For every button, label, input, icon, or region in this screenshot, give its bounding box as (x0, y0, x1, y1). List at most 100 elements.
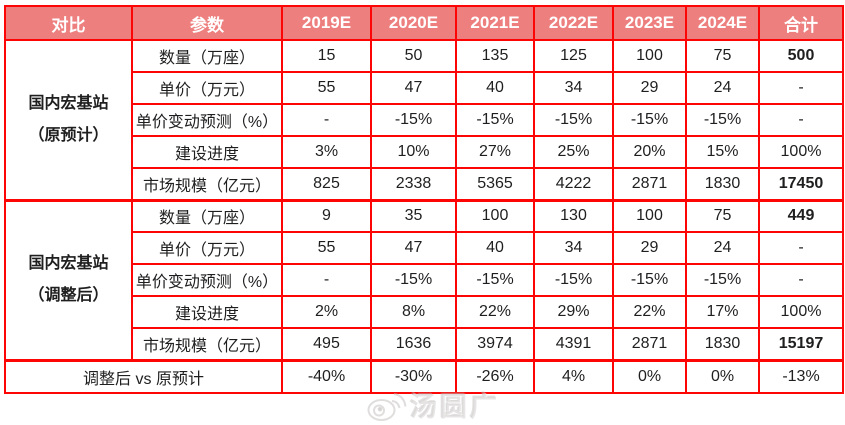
value-cell: 15 (281, 39, 372, 73)
param-cell: 单价变动预测（%） (131, 103, 283, 137)
value-cell: 34 (533, 71, 614, 105)
section-label-line1: 国内宏基站 (28, 255, 109, 272)
header-row: 对比 参数 2019E 2020E 2021E 2022E 2023E 2024… (4, 5, 844, 41)
table-row: 单价变动预测（%） - -15% -15% -15% -15% -15% - (5, 263, 844, 297)
value-cell: 4391 (533, 327, 614, 361)
value-cell: -15% (533, 103, 614, 137)
value-cell: 25% (533, 135, 614, 169)
section-label-line1: 国内宏基站 (28, 94, 109, 112)
value-cell: 24 (685, 231, 760, 265)
value-cell: 35 (370, 198, 457, 233)
section-label-cell: 国内宏基站 （原预计） (4, 39, 133, 201)
total-cell: 449 (758, 198, 844, 233)
value-cell: - (281, 263, 372, 297)
value-cell: 22% (612, 295, 687, 329)
value-cell: 29 (612, 231, 687, 265)
value-cell: 15% (685, 135, 760, 169)
value-cell: 10% (370, 135, 457, 169)
value-cell: -15% (370, 103, 457, 137)
base-station-forecast-table: 对比 参数 2019E 2020E 2021E 2022E 2023E 2024… (4, 5, 844, 394)
header-cell-parameter: 参数 (131, 5, 283, 41)
value-cell: 8% (370, 295, 457, 329)
value-cell: 100 (612, 39, 687, 73)
header-cell-2019e: 2019E (281, 5, 372, 41)
param-cell: 市场规模（亿元） (131, 327, 283, 361)
value-cell: 55 (281, 71, 372, 105)
section-label-cell: 国内宏基站 （调整后） (4, 198, 133, 361)
footer-value-cell: -40% (281, 358, 372, 394)
value-cell: -15% (612, 103, 687, 137)
value-cell: 4222 (533, 167, 614, 201)
header-cell-2024e: 2024E (685, 5, 760, 41)
table-row: 市场规模（亿元） 495 1636 3974 4391 2871 1830 15197 (5, 327, 844, 361)
value-cell: 135 (455, 39, 535, 73)
table-row: 单价变动预测（%） - -15% -15% -15% -15% -15% - (5, 103, 844, 137)
param-cell: 建设进度 (131, 295, 283, 329)
value-cell: -15% (612, 263, 687, 297)
total-cell: - (758, 71, 844, 105)
value-cell: - (281, 103, 372, 137)
param-cell: 市场规模（亿元） (131, 167, 283, 201)
value-cell: 100 (455, 198, 535, 233)
header-cell-2020e: 2020E (370, 5, 457, 41)
table-row: 建设进度 3% 10% 27% 25% 20% 15% 100% (5, 135, 844, 169)
param-cell: 数量（万座） (131, 198, 283, 233)
section-label-line2: （调整后） (28, 287, 109, 304)
value-cell: 2% (281, 295, 372, 329)
value-cell: 75 (685, 39, 760, 73)
footer-value-cell: -30% (370, 358, 457, 394)
param-cell: 单价（万元） (131, 71, 283, 105)
value-cell: 2338 (370, 167, 457, 201)
value-cell: 130 (533, 198, 614, 233)
value-cell: 1830 (685, 327, 760, 361)
value-cell: 3% (281, 135, 372, 169)
value-cell: 55 (281, 231, 372, 265)
footer-value-cell: 0% (612, 358, 687, 394)
value-cell: 22% (455, 295, 535, 329)
table-row: 市场规模（亿元） 825 2338 5365 4222 2871 1830 17450 (5, 167, 844, 201)
param-cell: 单价（万元） (131, 231, 283, 265)
value-cell: -15% (455, 263, 535, 297)
footer-label-cell: 调整后 vs 原预计 (4, 358, 283, 394)
table-row: 单价（万元） 55 47 40 34 29 24- (5, 231, 844, 265)
param-cell: 建设进度 (131, 135, 283, 169)
total-cell: - (758, 103, 844, 137)
param-cell: 单价变动预测（%） (131, 263, 283, 297)
footer-row: 调整后 vs 原预计 -40% -30% -26% 4% 0% 0% -13% (4, 358, 844, 394)
value-cell: 9 (281, 198, 372, 233)
value-cell: 34 (533, 231, 614, 265)
footer-value-cell: -13% (758, 358, 844, 394)
param-cell: 数量（万座） (131, 39, 283, 73)
value-cell: -15% (685, 103, 760, 137)
value-cell: 20% (612, 135, 687, 169)
value-cell: -15% (370, 263, 457, 297)
value-cell: 3974 (455, 327, 535, 361)
table-row: 国内宏基站 （调整后） 数量（万座） 9 35 100 130 100 75 449 (4, 198, 844, 361)
value-cell: 2871 (612, 327, 687, 361)
header-cell-2021e: 2021E (455, 5, 535, 41)
total-cell: - (758, 231, 844, 265)
value-cell: 5365 (455, 167, 535, 201)
value-cell: 17% (685, 295, 760, 329)
value-cell: 50 (370, 39, 457, 73)
value-cell: 27% (455, 135, 535, 169)
section-label-line2: （原预计） (28, 126, 109, 144)
value-cell: 2871 (612, 167, 687, 201)
value-cell: 40 (455, 71, 535, 105)
value-cell: 1830 (685, 167, 760, 201)
footer-value-cell: -26% (455, 358, 535, 394)
table-row: 单价（万元） 55 47 40 34 29 24- (5, 71, 844, 105)
value-cell: 29% (533, 295, 614, 329)
footer-value-cell: 4% (533, 358, 614, 394)
value-cell: 100 (612, 198, 687, 233)
header-cell-compare: 对比 (4, 5, 133, 41)
total-cell: 15197 (758, 327, 844, 361)
total-cell: 100% (758, 135, 844, 169)
header-cell-total: 合计 (758, 5, 844, 41)
value-cell: -15% (685, 263, 760, 297)
value-cell: 24 (685, 71, 760, 105)
value-cell: 40 (455, 231, 535, 265)
value-cell: 47 (370, 231, 457, 265)
footer-value-cell: 0% (685, 358, 760, 394)
